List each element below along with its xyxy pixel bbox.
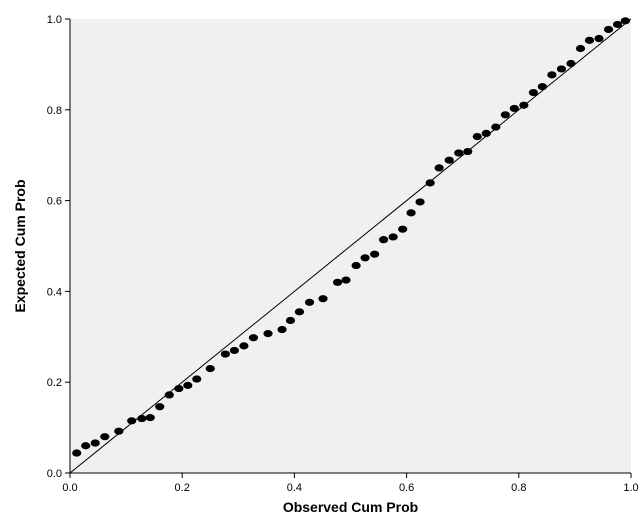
data-point [145, 414, 155, 422]
data-point [81, 442, 91, 450]
data-point [472, 132, 482, 141]
data-point [388, 233, 398, 241]
y-tick-label: 0.4 [47, 286, 62, 298]
y-tick-label: 0.8 [47, 105, 62, 117]
data-point [351, 261, 361, 270]
data-point [90, 439, 100, 447]
data-point [594, 34, 604, 43]
y-tick-label: 0.6 [47, 196, 62, 208]
data-point [463, 147, 473, 156]
data-point [406, 209, 416, 217]
data-point [100, 433, 110, 441]
data-point [491, 123, 501, 131]
reference-line [69, 18, 632, 474]
data-point [285, 316, 296, 325]
data-point [239, 342, 249, 350]
data-point [192, 375, 202, 383]
data-points [72, 17, 630, 457]
data-point [620, 17, 630, 25]
y-tick-label: 0.2 [47, 377, 62, 389]
data-point [370, 250, 380, 258]
data-point [248, 334, 259, 342]
data-point [174, 384, 184, 393]
data-point [481, 129, 491, 138]
data-point [509, 104, 519, 113]
y-axis-ticks: 0.0 0.2 0.4 0.6 0.8 1.0 [47, 14, 70, 480]
data-point [127, 417, 137, 425]
data-point [415, 198, 425, 206]
data-point [556, 65, 567, 73]
x-tick-label: 1.0 [623, 482, 638, 494]
x-tick-label: 0.4 [287, 482, 302, 494]
x-tick-label: 0.8 [511, 482, 526, 494]
data-point [137, 414, 147, 423]
data-point [425, 179, 435, 187]
data-point [341, 276, 351, 284]
data-point [114, 427, 124, 435]
data-point [205, 364, 215, 373]
data-point [332, 278, 343, 286]
data-point [444, 156, 454, 164]
data-point [360, 254, 370, 262]
data-point [584, 36, 595, 44]
x-tick-label: 0.0 [62, 482, 77, 494]
x-tick-label: 0.2 [175, 482, 190, 494]
data-point [500, 111, 510, 119]
data-point [304, 298, 315, 306]
y-tick-label: 1.0 [47, 14, 62, 26]
data-point [454, 149, 464, 157]
data-point [294, 308, 305, 316]
data-point [155, 403, 165, 411]
data-point [434, 164, 444, 172]
data-point [318, 295, 328, 303]
data-point [519, 101, 529, 109]
x-axis-title: Observed Cum Prob [283, 499, 418, 515]
data-point [612, 20, 623, 29]
data-point [229, 346, 239, 355]
data-point [566, 59, 576, 68]
data-point [547, 71, 557, 79]
data-point [398, 225, 408, 233]
data-point [183, 381, 193, 389]
data-point [537, 83, 547, 91]
data-point [220, 350, 230, 358]
data-point [378, 236, 389, 244]
data-point [72, 449, 82, 457]
x-axis-ticks: 0.0 0.2 0.4 0.6 0.8 1.0 [62, 473, 639, 494]
data-point [528, 88, 538, 97]
y-axis-title: Expected Cum Prob [12, 179, 28, 312]
data-point [263, 330, 273, 338]
x-tick-label: 0.6 [399, 482, 414, 494]
y-tick-label: 0.0 [47, 468, 62, 480]
data-point [575, 44, 586, 53]
data-point [164, 391, 174, 399]
data-point [277, 325, 287, 334]
data-point [603, 25, 614, 34]
